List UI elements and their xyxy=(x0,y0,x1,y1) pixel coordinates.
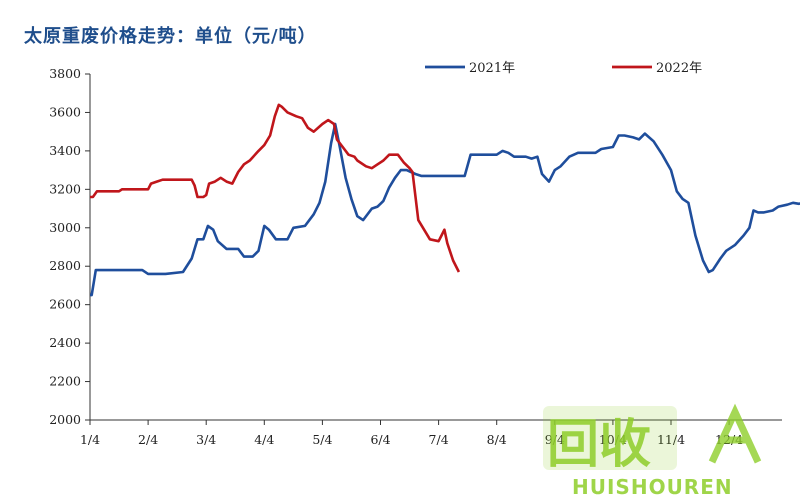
x-tick-label: 9/4 xyxy=(545,432,565,447)
series-lines xyxy=(90,103,800,297)
axes xyxy=(89,74,782,421)
series-line-2021 xyxy=(90,122,800,297)
x-tick-label: 5/4 xyxy=(312,432,332,447)
y-tick-label: 2200 xyxy=(49,374,81,389)
x-tick-label: 2/4 xyxy=(138,432,158,447)
legend-label-2021: 2021年 xyxy=(469,61,515,76)
y-tick-label: 3800 xyxy=(49,66,81,81)
x-tick-label: 11/4 xyxy=(657,432,685,447)
x-tick-label: 8/4 xyxy=(487,432,507,447)
huishouren-watermark: 回收 HUISHOUREN xyxy=(543,403,762,499)
series-line-2022 xyxy=(90,103,461,273)
y-tick-label: 3600 xyxy=(49,104,81,119)
x-tick-label: 3/4 xyxy=(196,432,216,447)
y-axis-ticks: 2000 2200 2400 2600 2800 3000 3200 3400 3600 3800 xyxy=(49,66,90,427)
legend: 2021年 2022年 xyxy=(425,61,702,76)
legend-label-2022: 2022年 xyxy=(656,61,702,76)
y-tick-label: 2000 xyxy=(49,412,81,427)
y-tick-label: 2600 xyxy=(49,297,81,312)
y-tick-label: 2400 xyxy=(49,335,81,350)
watermark-en: HUISHOUREN xyxy=(572,475,733,499)
x-tick-label: 6/4 xyxy=(370,432,390,447)
y-tick-label: 3400 xyxy=(49,143,81,158)
x-tick-label: 7/4 xyxy=(429,432,449,447)
watermark-cn: 回收 xyxy=(547,415,651,475)
x-tick-label: 4/4 xyxy=(254,432,274,447)
y-tick-label: 2800 xyxy=(49,258,81,273)
y-tick-label: 3200 xyxy=(49,181,81,196)
y-tick-label: 3000 xyxy=(49,220,81,235)
chart-title: 太原重废价格走势：单位（元/吨） xyxy=(24,26,317,47)
x-axis-ticks: 1/4 2/4 3/4 4/4 5/4 6/4 7/4 8/4 9/4 10/4 11/4 12/4 xyxy=(80,420,743,447)
x-tick-label: 1/4 xyxy=(80,432,100,447)
x-tick-label: 10/4 xyxy=(599,432,627,447)
